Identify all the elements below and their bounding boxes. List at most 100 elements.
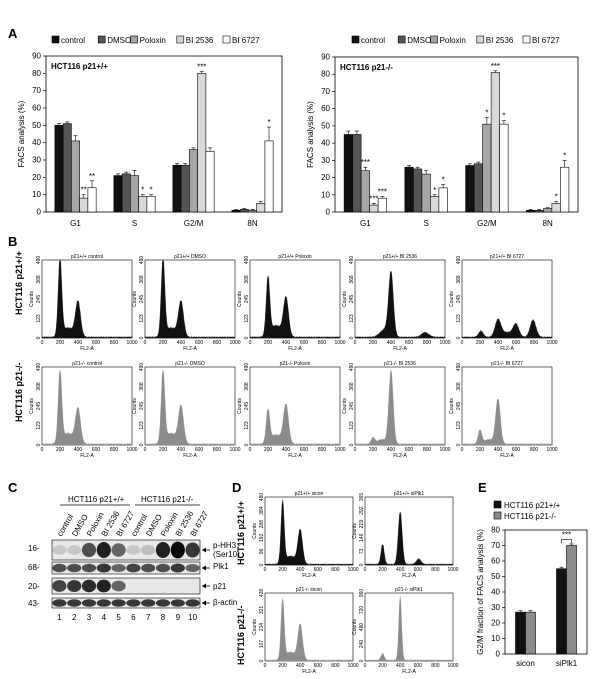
y-tick-label: 219 (359, 520, 365, 529)
y-tick-label: 0 (36, 336, 42, 339)
bar-chart-a-right: 0 10 20 30 40 50 60 70 80 90 FACS analysis (%) HCT1… (306, 35, 579, 228)
x-tick-label: 1000 (447, 567, 458, 573)
legend-swatch (97, 35, 106, 44)
legend-swatch (351, 35, 360, 44)
x-tick-label: 600 (300, 340, 309, 346)
x-tick-label: 200 (264, 447, 273, 453)
y-tick-label: 30 (32, 156, 41, 165)
histogram-title: p21-/- Poloxin (280, 361, 311, 367)
x-tick-label: 800 (331, 663, 340, 669)
x-tick-label: 600 (512, 340, 521, 346)
x-tick-label: 800 (331, 567, 340, 573)
x-tick-label: 200 (476, 340, 485, 346)
significance-marker: *** (369, 194, 378, 203)
band-arrowhead (202, 583, 206, 589)
blot-group-label-1: HCT116 p21+/+ (68, 495, 125, 504)
y-tick-label: 10 (321, 190, 330, 199)
y-tick-label: 146 (359, 533, 365, 542)
legend-label: control (61, 36, 85, 45)
x-tick-label: G1 (360, 219, 371, 228)
y-tick-label: 20 (32, 173, 41, 182)
y-tick-label: 245 (36, 295, 42, 304)
x-tick-label: 8N (247, 219, 257, 228)
y-tick-label: 428 (259, 589, 265, 598)
x-tick-label: 800 (318, 340, 327, 346)
y-tick-label: 720 (359, 606, 365, 615)
x-tick-label: 400 (282, 447, 291, 453)
y-tick-label: 10 (491, 634, 500, 643)
histogram-profile (461, 318, 553, 339)
hist-row-label-d1: HCT116 p21+/+ (236, 501, 246, 565)
y-tick-label: 20 (321, 173, 330, 182)
y-tick-label: 368 (349, 382, 355, 391)
x-tick-label: 200 (369, 447, 378, 453)
x-tick-label: 200 (476, 447, 485, 453)
panel-label-d: D (232, 480, 241, 495)
y-tick-label: 40 (32, 138, 41, 147)
x-tick-label: 400 (74, 340, 83, 346)
y-tick-label: 384 (259, 506, 265, 515)
y-tick-label: 0 (359, 659, 365, 662)
x-tick-label: 200 (56, 447, 65, 453)
y-tick-label: 245 (244, 402, 250, 411)
bar-bi-6727-s (438, 187, 448, 213)
significance-marker: *** (491, 62, 500, 71)
significance-marker: *** (378, 188, 387, 197)
legend-swatch (493, 511, 502, 520)
x-tick-label: 800 (110, 340, 119, 346)
bar-bi-2536-8n (256, 203, 266, 213)
y-tick-label: 0 (359, 563, 365, 566)
significance-marker: ** (89, 172, 95, 181)
y-tick-label: 0 (36, 443, 42, 446)
y-axis-label: Counts (237, 398, 243, 414)
legend-swatch (522, 35, 531, 44)
bar-control-s (113, 175, 123, 213)
histogram-title: p21-/- BI 2536 (384, 361, 416, 367)
lane-number: 10 (188, 613, 197, 622)
x-tick-label: 1000 (334, 447, 345, 453)
x-tick-label: 600 (195, 447, 204, 453)
bar-control-g2m (172, 164, 182, 213)
y-tick-label: 40 (491, 588, 500, 597)
blot-band (126, 545, 141, 555)
y-tick-label: 80 (491, 526, 500, 535)
x-axis-label: FL2-A (393, 453, 407, 459)
blot-band (155, 599, 171, 607)
y-tick-label: 368 (244, 382, 250, 391)
x-tick-label: S (132, 219, 137, 228)
x-tick-label: 1000 (347, 567, 358, 573)
x-axis-label: FL2-A (80, 453, 94, 459)
x-axis-label: FL2-A (393, 346, 407, 352)
x-tick-label: 600 (414, 567, 423, 573)
bar-dmso-8n (534, 209, 544, 213)
y-tick-label: 0 (326, 208, 331, 217)
y-tick-label: 123 (456, 421, 462, 430)
y-axis-label: Counts (132, 291, 138, 307)
blot-band (111, 599, 126, 607)
significance-marker: * (502, 112, 505, 121)
bar-bi-6727-g1 (87, 187, 97, 213)
y-axis-label: Counts (449, 398, 455, 414)
x-tick-label: 1000 (229, 447, 240, 453)
y-tick-label: 0 (349, 336, 355, 339)
y-tick-label: 480 (259, 493, 265, 502)
significance-marker: * (433, 186, 436, 195)
y-tick-label: 368 (36, 382, 42, 391)
x-tick-label: 1000 (546, 447, 557, 453)
blot-band (126, 599, 141, 607)
y-tick-label: 368 (139, 275, 145, 284)
histogram-title: p21+/+ DMSO (174, 254, 206, 260)
x-tick-label: 600 (195, 340, 204, 346)
lane-number: 7 (146, 613, 151, 622)
x-tick-label: 1000 (546, 340, 557, 346)
blot-band (96, 579, 111, 593)
blot-band (67, 599, 82, 607)
x-tick-label: 0 (364, 567, 367, 573)
legend-swatch (397, 35, 406, 44)
y-tick-label: 245 (456, 402, 462, 411)
y-axis-label: Counts (252, 619, 258, 635)
x-tick-label: 0 (461, 340, 464, 346)
bar-chart-a-left: 0 10 20 30 40 50 60 70 80 90 FACS analysis (%) HCT1… (17, 35, 283, 228)
bar-bi-6727-g2m (205, 151, 215, 213)
x-tick-label: 200 (264, 340, 273, 346)
